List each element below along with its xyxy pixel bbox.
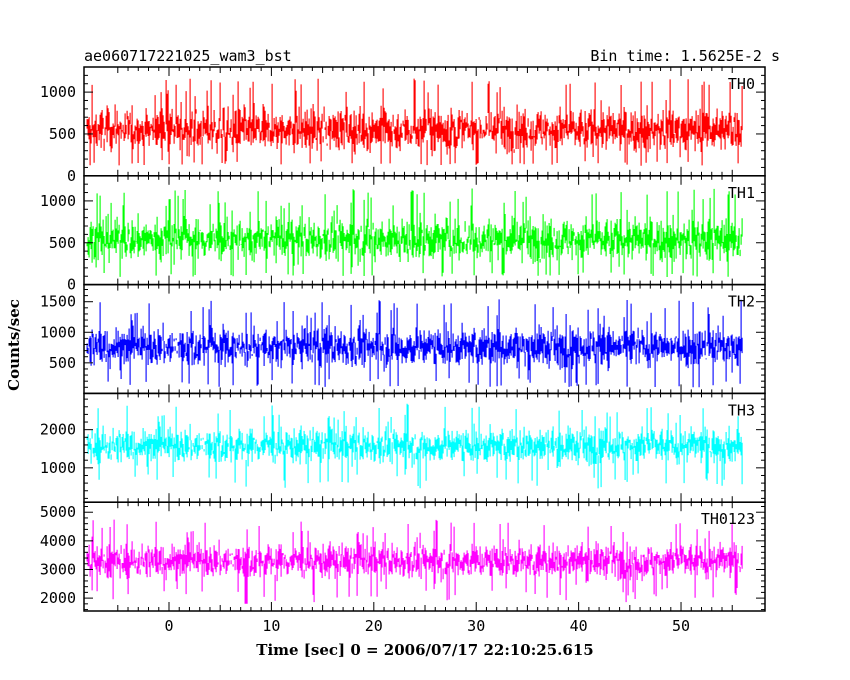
panel-th3: 1000 2000 TH3 xyxy=(40,392,766,503)
y-tick-label: 4000 xyxy=(40,532,76,550)
panel-label-th0: TH0 xyxy=(728,75,755,93)
y-tick-label: 0 xyxy=(67,167,76,185)
series-th1 xyxy=(86,188,743,277)
series-th3 xyxy=(86,403,743,489)
y-tick-label: 1000 xyxy=(40,83,76,101)
chart-title: ae060717221025_wam3_bst xyxy=(84,47,292,65)
x-tick-label: 40 xyxy=(570,617,588,635)
panel-label-th0123: TH0123 xyxy=(701,510,755,528)
y-axis-label: Counts/sec xyxy=(5,299,23,391)
y-tick-label: 500 xyxy=(49,354,76,372)
x-tick-label: 20 xyxy=(365,617,383,635)
panel-label-th2: TH2 xyxy=(728,293,755,311)
x-axis-label: Time [sec] 0 = 2006/07/17 22:10:25.615 xyxy=(256,641,593,659)
y-tick-label: 500 xyxy=(49,125,76,143)
series-th0 xyxy=(86,78,743,166)
panel-label-th1: TH1 xyxy=(728,184,755,202)
y-tick-label: 0 xyxy=(67,276,76,294)
y-tick-label: 1000 xyxy=(40,459,76,477)
series-th0123 xyxy=(86,519,743,604)
panel-th1: 0 500 1000 TH1 xyxy=(40,175,766,294)
x-tick-label: 50 xyxy=(672,617,690,635)
panel-label-th3: TH3 xyxy=(728,401,755,419)
panel-th0: 0 500 1000 TH0 xyxy=(40,66,766,185)
panel-th0123: 2000 3000 4000 5000 TH0123 xyxy=(40,501,766,612)
bin-time-label: Bin time: 1.5625E-2 s xyxy=(590,47,780,65)
series-th2 xyxy=(86,299,743,388)
y-tick-label: 1000 xyxy=(40,323,76,341)
panel-frame xyxy=(83,501,766,612)
y-tick-label: 1000 xyxy=(40,192,76,210)
x-tick-label: 30 xyxy=(467,617,485,635)
y-tick-label: 5000 xyxy=(40,503,76,521)
y-tick-label: 1500 xyxy=(40,293,76,311)
y-tick-label: 2000 xyxy=(40,421,76,439)
y-tick-label: 500 xyxy=(49,234,76,252)
y-tick-label: 3000 xyxy=(40,560,76,578)
panel-th2: 500 1000 1500 TH2 xyxy=(40,283,766,395)
x-tick-label: 10 xyxy=(262,617,280,635)
y-tick-label: 2000 xyxy=(40,589,76,607)
x-tick-label: 0 xyxy=(164,617,173,635)
